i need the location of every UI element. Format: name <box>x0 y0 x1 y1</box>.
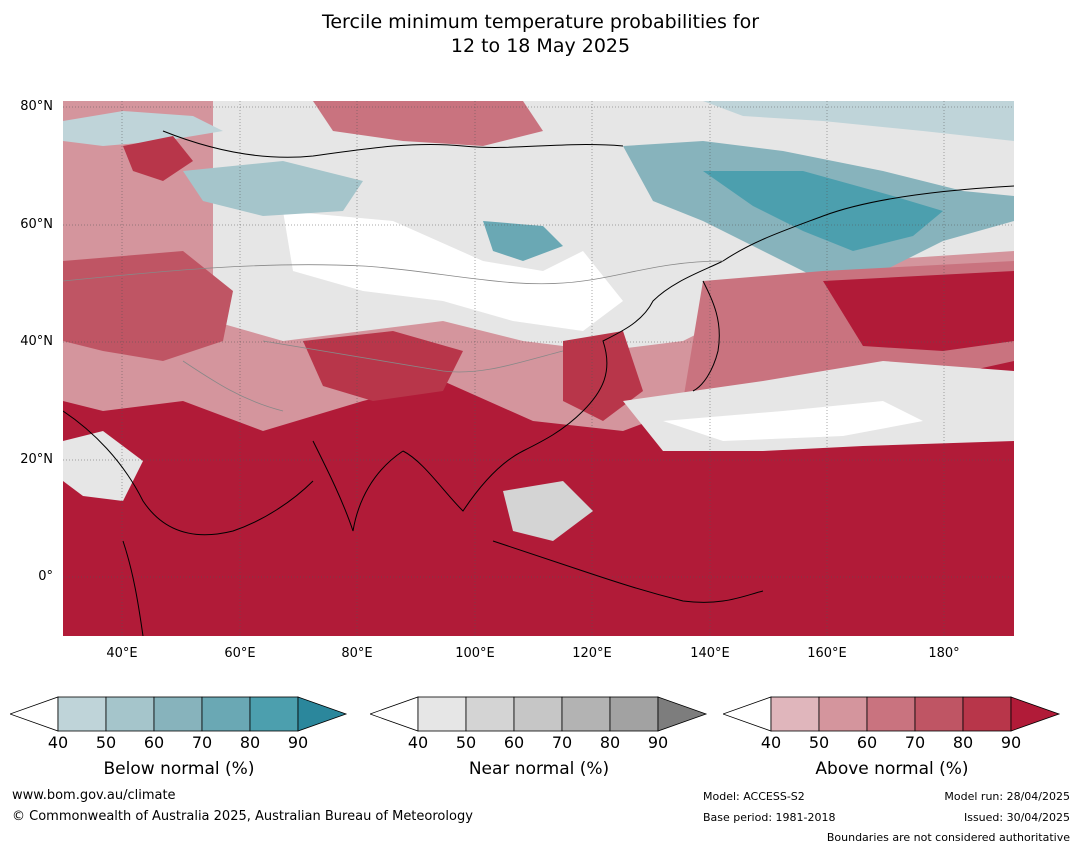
tick: 40 <box>760 733 782 752</box>
region-above-pacific-strong <box>823 271 1014 351</box>
region-below-arctic <box>703 101 1014 141</box>
colorbar-below-swatches <box>8 696 348 732</box>
tick: 50 <box>455 733 477 752</box>
map-canvas <box>63 101 1014 636</box>
region-below-europe <box>183 161 363 216</box>
tick: 80 <box>239 733 261 752</box>
lat-label-80n: 80°N <box>20 99 53 114</box>
lon-label-80e: 80°E <box>341 646 373 661</box>
model-text: Model: ACCESS-S2 <box>703 790 805 803</box>
tick: 70 <box>191 733 213 752</box>
lon-label-160e: 160°E <box>807 646 847 661</box>
tick: 60 <box>143 733 165 752</box>
tick: 50 <box>808 733 830 752</box>
tick: 90 <box>647 733 669 752</box>
tick: 90 <box>1000 733 1022 752</box>
tick: 90 <box>287 733 309 752</box>
lon-label-180: 180° <box>928 646 960 661</box>
base-period-text: Base period: 1981-2018 <box>703 811 836 824</box>
region-white-pacific <box>663 401 923 441</box>
website-link[interactable]: www.bom.gov.au/climate <box>12 788 176 803</box>
lon-label-40e: 40°E <box>106 646 138 661</box>
model-run-text: Model run: 28/04/2025 <box>944 790 1070 803</box>
region-white-central <box>283 211 623 331</box>
colorbar-near-swatches <box>368 696 708 732</box>
region-above-arctic <box>313 101 543 146</box>
tick: 40 <box>47 733 69 752</box>
title-line-1: Tercile minimum temperature probabilitie… <box>321 11 760 33</box>
tick: 70 <box>551 733 573 752</box>
region-below-west <box>63 111 223 146</box>
lon-label-120e: 120°E <box>572 646 612 661</box>
region-near-arabia <box>63 431 143 501</box>
coastlines <box>63 130 1014 636</box>
tick: 40 <box>407 733 429 752</box>
region-below-mongolia <box>483 221 563 261</box>
tick: 60 <box>856 733 878 752</box>
title-line-2: 12 to 18 May 2025 <box>450 35 631 57</box>
issued-text: Issued: 30/04/2025 <box>963 811 1070 824</box>
lon-label-60e: 60°E <box>224 646 256 661</box>
probability-map <box>63 101 1014 636</box>
country-borders <box>63 260 724 412</box>
region-above-scandinavia <box>123 136 193 181</box>
colorbar-above-swatches <box>721 696 1061 732</box>
region-above-east-china <box>563 331 643 421</box>
colorbar-near-normal <box>368 695 708 737</box>
tick: 70 <box>904 733 926 752</box>
tick: 80 <box>599 733 621 752</box>
lat-label-0: 0° <box>38 569 53 584</box>
tick: 80 <box>952 733 974 752</box>
colorbar-above-label: Above normal (%) <box>815 759 969 779</box>
lat-label-40n: 40°N <box>20 334 53 349</box>
lat-label-60n: 60°N <box>20 217 53 232</box>
colorbar-above-normal <box>721 695 1061 737</box>
map-title: Tercile minimum temperature probabilitie… <box>0 10 1081 58</box>
region-below-strong <box>703 171 943 251</box>
tick: 50 <box>95 733 117 752</box>
region-above-caspian <box>63 251 233 361</box>
lon-label-100e: 100°E <box>455 646 495 661</box>
graticule <box>63 101 1014 636</box>
lon-label-140e: 140°E <box>690 646 730 661</box>
tick: 60 <box>503 733 525 752</box>
copyright-text: © Commonwealth of Australia 2025, Austra… <box>12 809 473 824</box>
disclaimer-text: Boundaries are not considered authoritat… <box>826 831 1070 844</box>
region-above-tibet <box>303 331 463 401</box>
colorbar-below-normal <box>8 695 348 737</box>
colorbar-below-label: Below normal (%) <box>103 759 255 779</box>
lat-label-20n: 20°N <box>20 452 53 467</box>
colorbar-near-label: Near normal (%) <box>468 759 610 779</box>
region-near-se-asia <box>503 481 593 541</box>
